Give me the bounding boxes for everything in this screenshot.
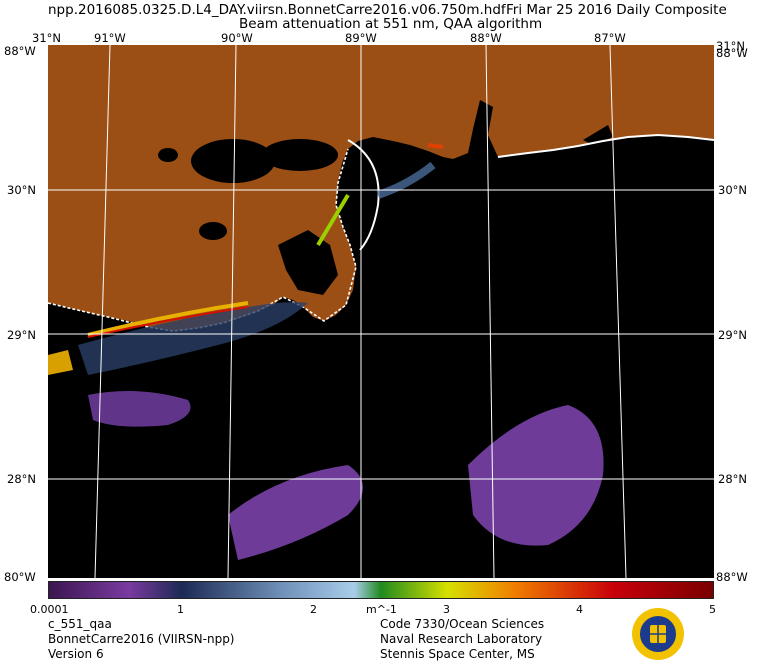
lat-label-28n-left: 28°N [7, 472, 36, 486]
nrl-seal-emblem [650, 625, 666, 643]
lon-label-87w: 87°W [594, 31, 626, 45]
lat-label-30n-right: 30°N [718, 183, 747, 197]
nrl-seal-icon [632, 608, 684, 660]
corner-label-left-top: 88°W [4, 44, 36, 58]
colorbar-unit: m^-1 [366, 603, 397, 616]
org-code: Code 7330/Ocean Sciences [380, 617, 545, 631]
composite-date: Fri Mar 25 2016 Daily Composite [506, 2, 727, 18]
satellite-map [47, 44, 715, 579]
lake-maurepas-pontchartrain [191, 139, 275, 183]
plume-bay-mouth [427, 143, 444, 149]
lat-label-28n-right: 28°N [718, 472, 747, 486]
product-code: c_551_qaa [48, 617, 112, 631]
lat-label-29n-right: 29°N [718, 328, 747, 342]
lat-label-30n-left: 30°N [7, 183, 36, 197]
org-location: Stennis Space Center, MS [380, 647, 535, 661]
offshore-patch-2 [228, 465, 363, 560]
offshore-patch-1 [88, 391, 191, 427]
corner-label-top-left: 31°N [32, 31, 61, 45]
lake-pontchartrain [262, 139, 338, 171]
map-canvas [47, 44, 715, 579]
version-label: Version 6 [48, 647, 104, 661]
corner-label-top-right: 31°N [716, 39, 745, 53]
nrl-seal-inner [638, 614, 678, 654]
land-mass [48, 45, 714, 331]
product-title: Beam attenuation at 551 nm, QAA algorith… [239, 16, 543, 32]
corner-label-right-top: 88°W [716, 46, 748, 60]
very-high-attenuation-band [87, 306, 249, 338]
colorbar-tick-2: 2 [310, 603, 317, 616]
plume-sound [376, 161, 436, 199]
colorbar [48, 581, 714, 599]
lon-label-89w: 89°W [345, 31, 377, 45]
colorbar-tick-3: 3 [443, 603, 450, 616]
inland-lake [199, 222, 227, 240]
colorbar-tick-4: 4 [576, 603, 583, 616]
lat-label-29n-left: 29°N [7, 328, 36, 342]
colorbar-tick-1: 1 [177, 603, 184, 616]
lon-label-91w: 91°W [94, 31, 126, 45]
mobile-bay [468, 115, 488, 157]
graticule [48, 44, 714, 579]
offshore-patch-3 [468, 405, 604, 546]
org-name: Naval Research Laboratory [380, 632, 543, 646]
plume-east-edge [316, 193, 350, 247]
lon-label-88w: 88°W [470, 31, 502, 45]
plume-west-edge [48, 350, 73, 375]
colorbar-tick-5: 5 [709, 603, 716, 616]
coastline-east [497, 133, 715, 158]
inland-lake-2 [158, 148, 178, 162]
dataset-name: BonnetCarre2016 (VIIRSN-npp) [48, 632, 235, 646]
corner-label-left-bottom: 80°W [4, 570, 36, 584]
sediment-plume-west [78, 302, 308, 375]
lon-label-90w: 90°W [221, 31, 253, 45]
barataria-bay [278, 230, 338, 295]
file-name: npp.2016085.0325.D.L4_DAY.viirsn.BonnetC… [48, 2, 506, 18]
high-attenuation-band [87, 301, 249, 337]
chandeleur-islands [347, 139, 380, 251]
colorbar-tick-min: 0.0001 [30, 603, 69, 616]
corner-label-right-bottom: 88°W [716, 570, 748, 584]
